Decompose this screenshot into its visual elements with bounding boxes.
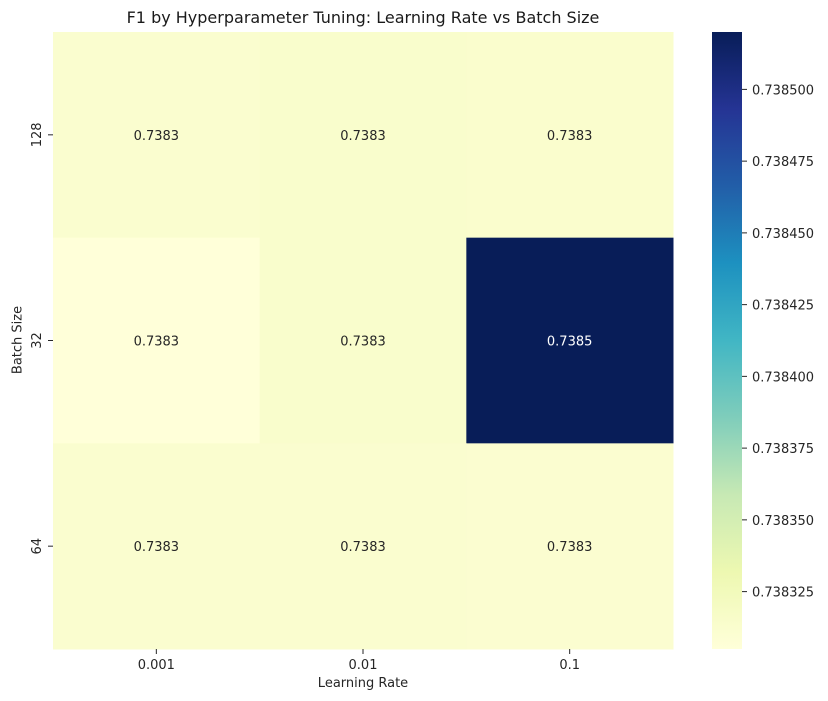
colorbar-tick-label: 0.738475 [752, 155, 814, 170]
chart-title: F1 by Hyperparameter Tuning: Learning Ra… [126, 8, 600, 27]
cell-value-label: 0.7383 [340, 335, 386, 350]
x-tick-label: 0.01 [349, 658, 378, 673]
colorbar-tick-label: 0.738500 [752, 83, 814, 98]
colorbar [712, 32, 742, 649]
x-tick-label: 0.1 [559, 658, 580, 673]
heatmap-cell [53, 32, 261, 239]
cell-value-label: 0.7383 [340, 540, 386, 555]
colorbar-tick-label: 0.738350 [752, 514, 814, 529]
heatmap-cell [466, 237, 674, 444]
heatmap-cell [259, 443, 467, 650]
x-axis-label: Learning Rate [317, 676, 409, 691]
cell-value-label: 0.7383 [547, 540, 593, 555]
cell-value-label: 0.7383 [134, 540, 180, 555]
cell-value-label: 0.7383 [134, 335, 180, 350]
cell-value-label: 0.7383 [134, 129, 180, 144]
cell-value-label: 0.7385 [547, 335, 593, 350]
colorbar-tick-label: 0.738325 [752, 586, 814, 601]
y-tick-label: 128 [30, 122, 45, 147]
heatmap-cell [259, 237, 467, 444]
cell-value-label: 0.7383 [340, 129, 386, 144]
colorbar-tick-label: 0.738400 [752, 370, 814, 385]
y-tick-label: 64 [30, 538, 45, 555]
colorbar-tick-label: 0.738375 [752, 442, 814, 457]
colorbar-tick-label: 0.738425 [752, 299, 814, 314]
y-tick-label: 32 [30, 332, 45, 349]
x-tick-label: 0.001 [138, 658, 175, 673]
heatmap-cell [466, 32, 674, 239]
heatmap-cell [53, 443, 261, 650]
heatmap-cell [53, 237, 261, 444]
cell-value-label: 0.7383 [547, 129, 593, 144]
heatmap-cell [466, 443, 674, 650]
colorbar-tick-label: 0.738450 [752, 227, 814, 242]
heatmap-cell [259, 32, 467, 239]
